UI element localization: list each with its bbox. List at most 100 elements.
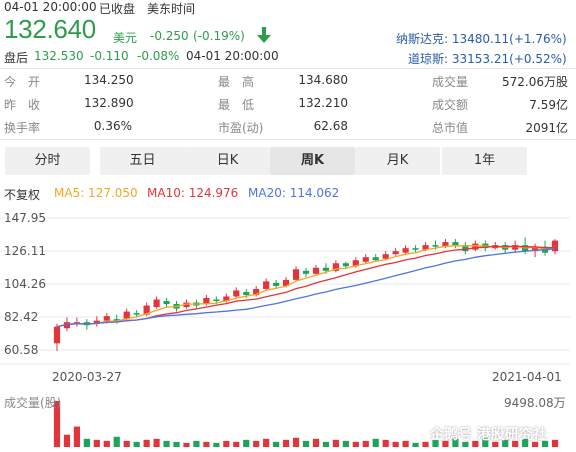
after-hours-change: -0.110 (90, 49, 129, 63)
stat-label: 最 高 (218, 75, 255, 89)
volume-bar (442, 440, 449, 447)
volume-bar (143, 439, 150, 447)
candle-body (53, 326, 61, 344)
stat-value-market-cap: 2091亿 (525, 121, 568, 135)
candle-body (93, 320, 100, 324)
x-start-label: 2020-03-27 (52, 370, 122, 384)
ma5-line (56, 245, 556, 328)
index-dow[interactable]: 道琼斯: 33153.21(+0.52%) (408, 50, 567, 67)
candle-body (442, 242, 449, 247)
candle-body (551, 240, 559, 252)
candle-body (233, 290, 240, 297)
stat-value-high: 134.680 (298, 73, 348, 87)
chart-period-tabs: 分时 五日 日K 周K 月K 1年 (5, 147, 567, 175)
candle-body (133, 313, 140, 315)
volume-max-label: 9498.08万 (504, 396, 566, 410)
tab-daily-k[interactable]: 日K (185, 147, 270, 175)
price-change-pct: (-0.19%) (193, 29, 245, 43)
volume-bar (193, 440, 200, 447)
y-tick-label: 60.58 (4, 343, 38, 357)
tab-monthly-k[interactable]: 月K (355, 147, 440, 175)
current-price: 132.640 (4, 14, 96, 44)
volume-bar (133, 441, 140, 447)
stat-label: 最 低 (218, 98, 255, 112)
candle-body (372, 257, 379, 261)
volume-bar (312, 438, 320, 447)
divider (0, 139, 576, 140)
timezone-label: 美东时间 (147, 2, 196, 16)
candle-body (472, 243, 479, 250)
watermark: 企鹅号 港股研究社 (430, 427, 547, 443)
volume-bar (452, 438, 459, 447)
candle-body (392, 251, 399, 255)
stat-label: 总市值 (432, 121, 469, 135)
tab-five-day[interactable]: 五日 (100, 147, 185, 175)
stat-value-open: 134.250 (84, 73, 134, 87)
y-tick-label: 126.11 (4, 244, 46, 258)
volume-bar (173, 441, 180, 447)
volume-label: 成交量(股) (4, 396, 62, 410)
after-hours-label: 盘后 (4, 51, 29, 65)
volume-bar (322, 441, 330, 447)
ma-lines (56, 245, 556, 328)
volume-bar (522, 438, 529, 447)
index-nasdaq-value: 13480.11(+1.76%) (451, 32, 567, 46)
volume-bar (302, 440, 310, 447)
volume-bar (123, 440, 130, 447)
stat-value-prev-close: 132.890 (84, 96, 134, 110)
candle-body (462, 245, 469, 252)
candle-body (452, 242, 459, 246)
stat-label: 市盈(动) (218, 121, 264, 135)
volume-bar (402, 440, 409, 447)
candle-body (352, 260, 359, 267)
candlestick-chart[interactable]: 147.95 126.11 104.26 82.42 60.58 2020-03-27 20… (0, 205, 576, 452)
candle-body (342, 263, 349, 267)
ma20-legend: MA20: 114.062 (248, 186, 340, 200)
volume-bar (93, 439, 100, 447)
down-arrow-icon (256, 25, 272, 45)
volume-bar (512, 440, 519, 447)
tab-intraday[interactable]: 分时 (5, 147, 90, 175)
stat-value-turnover-rate: 0.36% (93, 119, 132, 133)
volume-bar (342, 440, 349, 447)
stat-label: 昨 收 (4, 98, 41, 112)
price-change: -0.250 (150, 29, 189, 43)
index-nasdaq[interactable]: 纳斯达克: 13480.11(+1.76%) (396, 30, 567, 47)
ma10-line (56, 245, 556, 328)
adjust-selector[interactable]: 不复权 (4, 188, 41, 202)
volume-bar (53, 401, 61, 447)
candle-body (183, 302, 190, 308)
volume-bar (103, 440, 110, 447)
volume-bar (243, 439, 250, 447)
chart-grid (0, 217, 570, 365)
candle-body (253, 288, 260, 295)
volume-bar (352, 441, 359, 447)
candle-body (402, 248, 409, 253)
candle-body (302, 270, 310, 274)
tab-one-year[interactable]: 1年 (442, 147, 527, 175)
volume-bar (203, 441, 210, 447)
volume-bar (472, 440, 479, 447)
stat-value-low: 132.210 (298, 96, 348, 110)
index-dow-value: 33153.21(+0.52%) (451, 52, 567, 66)
volume-bar (292, 437, 300, 447)
volume-bar (541, 440, 549, 447)
volume-bar (153, 438, 160, 447)
candle-body (362, 257, 369, 262)
candle-body (213, 299, 220, 302)
volume-bar (253, 440, 260, 447)
volume-bar (492, 441, 499, 447)
volume-bar (73, 426, 80, 447)
stat-label: 换手率 (4, 121, 41, 135)
stat-label: 成交量 (432, 75, 469, 89)
candle-body (113, 319, 120, 321)
tab-weekly-k[interactable]: 周K (270, 147, 355, 175)
y-tick-label: 147.95 (4, 211, 46, 225)
volume-bar (233, 441, 240, 447)
volume-bar (163, 440, 170, 447)
volume-bar (462, 441, 469, 447)
candle-body (512, 245, 519, 250)
candle-body (263, 281, 270, 289)
ma20-line (56, 248, 556, 328)
ma5-legend: MA5: 127.050 (54, 186, 138, 200)
